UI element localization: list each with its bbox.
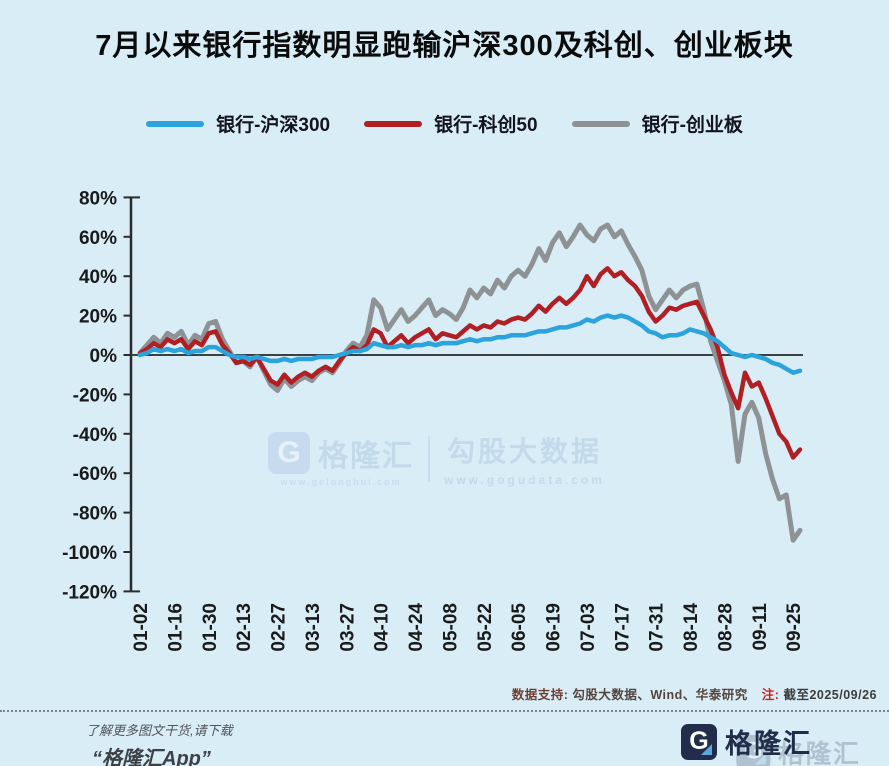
legend-label: 银行-创业板 [641, 115, 743, 136]
y-tick-label: -40% [73, 425, 117, 446]
y-tick-label: -120% [62, 582, 117, 603]
footer-brand-name-ghost: 格隆汇 [778, 739, 861, 766]
line-swatch-gray [571, 120, 630, 127]
x-tick-label: 01-02 [131, 603, 152, 652]
line-swatch-red [364, 120, 423, 127]
x-tick-label: 09-25 [784, 603, 805, 652]
x-tick-label: 08-28 [715, 603, 736, 652]
footer-promo-line2: “格隆汇App” [92, 748, 211, 766]
y-tick-label: -60% [73, 464, 117, 485]
watermark-brand: 格隆汇 [318, 439, 414, 473]
legend-item-star50: 银行-科创50 [364, 110, 538, 137]
note-label: 注: [761, 688, 780, 702]
y-tick-label: 80% [79, 188, 117, 209]
footer: 了解更多图文干货,请下载 “格隆汇App” G 格隆汇 G 格隆汇 [0, 710, 889, 766]
footer-promo: 了解更多图文干货,请下载 “格隆汇App” [86, 720, 233, 766]
watermark-brand-url: www.gelonghui.com [280, 476, 402, 487]
series-line-银行-创业板 [137, 222, 803, 543]
x-tick-label: 04-24 [406, 603, 427, 652]
y-tick-label: -20% [73, 385, 117, 406]
x-tick-label: 04-10 [372, 603, 393, 652]
x-tick-label: 05-22 [475, 603, 496, 652]
logo-triangle-icon [755, 753, 766, 764]
x-tick-label: 01-16 [165, 603, 186, 652]
legend: 银行-沪深300 银行-科创50 银行-创业板 [0, 110, 889, 137]
support-sources: 勾股大数据、Wind、华泰研究 [572, 688, 748, 702]
center-watermark: G 格隆汇 www.gelonghui.com 勾股大数据 www.goguda… [268, 430, 605, 487]
logo-triangle-icon [701, 743, 712, 755]
y-tick-label: 60% [79, 228, 117, 249]
x-tick-label: 09-11 [750, 603, 771, 651]
x-tick-label: 08-14 [681, 603, 702, 652]
series-line-银行-沪深300 [137, 313, 803, 375]
x-tick-label: 06-19 [544, 603, 565, 652]
watermark-product-block: 勾股大数据 www.gogudata.com [444, 430, 605, 487]
y-tick-label: 20% [79, 307, 117, 328]
footer-brand: G 格隆汇 G 格隆汇 [681, 722, 871, 766]
footer-promo-line1: 了解更多图文干货,请下载 [86, 723, 233, 738]
logo-letter: G [744, 737, 763, 765]
gelonghui-logo-icon-ghost: G [736, 734, 771, 766]
legend-item-hs300: 银行-沪深300 [146, 110, 330, 137]
x-tick-label: 02-27 [269, 603, 290, 652]
y-tick-label: -100% [62, 543, 117, 564]
page-title: 7月以来银行指数明显跑输沪深300及科创、创业板块 [95, 30, 794, 62]
legend-label: 银行-科创50 [434, 115, 538, 136]
watermark-product-url: www.gogudata.com [444, 473, 605, 487]
x-tick-label: 07-31 [647, 603, 668, 652]
y-tick-label: 0% [90, 346, 118, 367]
gelonghui-logo-icon: G [681, 723, 717, 760]
legend-label: 银行-沪深300 [216, 115, 331, 136]
watermark-brand-block: G 格隆汇 www.gelonghui.com [268, 431, 414, 487]
x-tick-label: 01-30 [200, 603, 221, 652]
x-tick-label: 05-08 [440, 603, 461, 652]
line-swatch-blue [146, 120, 205, 127]
footer-brand-name: 格隆汇 [725, 729, 812, 759]
note-value: 截至2025/09/26 [783, 688, 877, 702]
watermark-divider [428, 435, 430, 482]
footer-brand-watermark: G 格隆汇 [736, 733, 860, 766]
x-tick-label: 06-05 [509, 603, 530, 652]
x-tick-label: 07-17 [612, 603, 633, 652]
x-tick-label: 07-03 [578, 603, 599, 652]
x-tick-label: 02-13 [234, 603, 255, 652]
x-tick-label: 03-27 [337, 603, 358, 652]
footer-brand-logo: G 格隆汇 [681, 722, 812, 761]
support-label: 数据支持: [511, 688, 569, 702]
data-source-note: 数据支持: 勾股大数据、Wind、华泰研究 注: 截至2025/09/26 [512, 684, 877, 703]
x-tick-label: 03-13 [303, 603, 324, 652]
legend-item-chinext: 银行-创业板 [571, 110, 743, 137]
watermark-product: 勾股大数据 [446, 436, 602, 467]
y-tick-label: -80% [73, 504, 117, 525]
y-tick-label: 40% [79, 267, 117, 288]
watermark-logo-icon: G [268, 431, 310, 474]
